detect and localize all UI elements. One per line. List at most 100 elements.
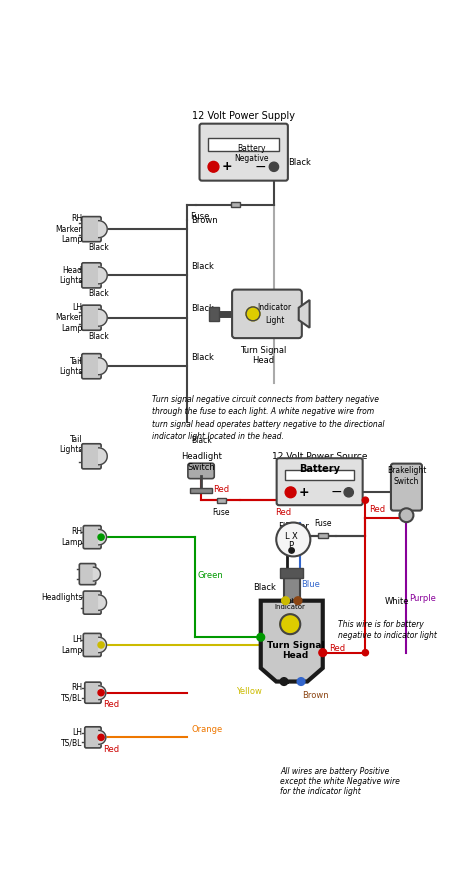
Text: Tail
Lights: Tail Lights (59, 435, 82, 455)
Text: LH
TS/BL: LH TS/BL (61, 728, 82, 747)
Text: 12 Volt Power Source: 12 Volt Power Source (272, 452, 367, 462)
Polygon shape (99, 221, 107, 238)
Circle shape (285, 487, 296, 498)
Text: Red: Red (103, 700, 119, 709)
Circle shape (276, 523, 310, 556)
Text: White: White (385, 597, 409, 606)
FancyBboxPatch shape (277, 458, 363, 505)
Circle shape (344, 487, 353, 497)
Text: LH
Marker
Lamp: LH Marker Lamp (56, 303, 82, 333)
Text: Battery: Battery (299, 464, 340, 474)
Bar (319, 533, 328, 539)
Circle shape (289, 547, 294, 553)
Text: All wires are battery Positive
except the white Negative wire
for the indicator : All wires are battery Positive except th… (280, 766, 400, 796)
Text: Battery
Negative: Battery Negative (234, 144, 269, 163)
Text: Orange: Orange (191, 725, 222, 734)
Polygon shape (99, 638, 107, 653)
Text: Black: Black (254, 583, 276, 592)
Bar (230, 202, 240, 208)
Text: X: X (292, 532, 298, 541)
FancyBboxPatch shape (82, 263, 101, 288)
Text: White: White (279, 298, 303, 306)
Bar (284, 577, 300, 600)
Polygon shape (299, 300, 310, 328)
Text: Red: Red (369, 505, 385, 514)
Circle shape (362, 650, 368, 656)
Text: Flasher: Flasher (278, 522, 309, 531)
Text: Black: Black (191, 261, 214, 271)
Polygon shape (99, 267, 107, 283)
Text: Fuse: Fuse (190, 212, 209, 222)
Text: Green: Green (197, 571, 223, 580)
Text: Black: Black (288, 158, 311, 168)
Polygon shape (99, 730, 106, 744)
Bar (217, 497, 226, 503)
Polygon shape (99, 358, 107, 374)
FancyBboxPatch shape (79, 563, 96, 585)
Text: Red: Red (213, 485, 229, 494)
Polygon shape (99, 309, 107, 326)
Text: Turn Signal
Head: Turn Signal Head (267, 641, 324, 660)
Text: This wire is for battery
negative to indicator light: This wire is for battery negative to ind… (338, 621, 437, 639)
Text: RH
TS/BL: RH TS/BL (61, 683, 82, 702)
Polygon shape (99, 686, 106, 699)
Text: L: L (284, 532, 289, 541)
Circle shape (257, 633, 264, 641)
Text: Blue: Blue (301, 580, 320, 589)
Text: Brakelight
Switch: Brakelight Switch (387, 466, 426, 486)
FancyBboxPatch shape (82, 444, 101, 469)
Circle shape (98, 534, 104, 540)
Circle shape (282, 597, 290, 605)
FancyBboxPatch shape (188, 464, 214, 479)
Polygon shape (93, 567, 100, 581)
Bar (280, 569, 303, 577)
Text: Light: Light (265, 316, 284, 325)
FancyBboxPatch shape (232, 290, 302, 338)
Text: Purple: Purple (410, 594, 437, 603)
FancyBboxPatch shape (85, 727, 101, 748)
Text: Fuse: Fuse (212, 508, 230, 517)
Bar (209, 307, 219, 321)
FancyBboxPatch shape (82, 306, 101, 330)
Text: RH
Lamp: RH Lamp (61, 527, 82, 547)
Text: Indicator: Indicator (275, 604, 306, 610)
Text: Black: Black (191, 436, 212, 445)
Text: Brown: Brown (302, 691, 328, 699)
Circle shape (280, 615, 300, 634)
Circle shape (294, 597, 302, 605)
Text: Brown: Brown (191, 215, 218, 224)
Polygon shape (99, 530, 107, 545)
Text: Black: Black (89, 243, 109, 252)
Text: −: − (255, 160, 266, 174)
Polygon shape (99, 448, 107, 464)
Text: Turn Signal
Head: Turn Signal Head (240, 346, 286, 366)
Text: Indicator: Indicator (258, 303, 292, 312)
Text: Black: Black (89, 332, 109, 341)
Text: Yellow: Yellow (237, 687, 262, 696)
Circle shape (98, 690, 104, 696)
Text: Black: Black (191, 304, 214, 313)
Circle shape (98, 642, 104, 648)
FancyBboxPatch shape (83, 633, 101, 656)
Bar (190, 488, 212, 493)
Bar (208, 138, 279, 151)
Text: RH
Marker
Lamp: RH Marker Lamp (56, 215, 82, 244)
Text: Red: Red (275, 508, 292, 517)
Text: −: − (331, 486, 343, 499)
Text: Black: Black (191, 352, 214, 362)
Text: P: P (288, 541, 293, 550)
FancyBboxPatch shape (83, 525, 101, 548)
Circle shape (269, 162, 279, 171)
Text: Head
Lights: Head Lights (59, 266, 82, 285)
Text: LH
Lamp: LH Lamp (61, 635, 82, 654)
Text: Turn signal negative circuit connects from battery negative
through the fuse to : Turn signal negative circuit connects fr… (152, 395, 385, 442)
Text: Headlights: Headlights (41, 593, 82, 602)
Circle shape (98, 735, 104, 741)
FancyBboxPatch shape (85, 683, 101, 703)
Text: Black: Black (89, 290, 109, 298)
Text: Tail
Lights: Tail Lights (59, 357, 82, 376)
FancyBboxPatch shape (82, 354, 101, 379)
Polygon shape (261, 600, 323, 682)
Circle shape (280, 677, 288, 685)
Polygon shape (99, 595, 107, 610)
